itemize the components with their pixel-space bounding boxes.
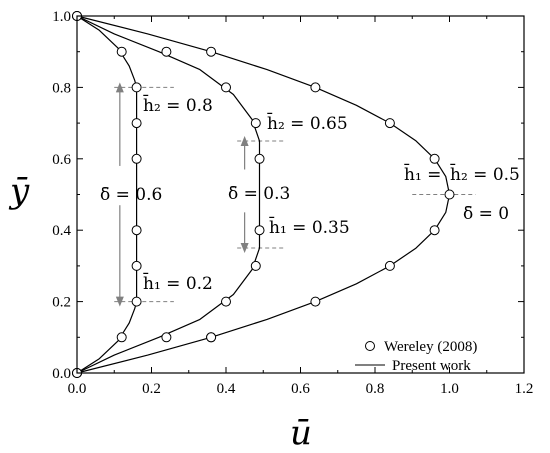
x-tick-label: 0.8 (366, 381, 385, 397)
y-axis-title: ȳ (8, 171, 30, 211)
series-marker-3 (310, 296, 321, 307)
series-marker-3 (429, 225, 440, 236)
y-tick-label: 0.0 (52, 366, 71, 382)
series-marker-3 (444, 189, 455, 200)
x-axis-title: ū (290, 413, 312, 453)
annotation-h1-0.2: h̄₁ = 0.2 (143, 271, 213, 294)
series-marker-2 (254, 225, 265, 236)
series-marker-3 (206, 46, 217, 57)
series-marker-1 (116, 332, 127, 343)
series-marker-3 (384, 260, 395, 271)
x-tick-label: 1.2 (515, 381, 534, 397)
annotation-delta-0: δ̄ = 0 (463, 204, 509, 224)
series-marker-3 (429, 153, 440, 164)
series-marker-3 (206, 332, 217, 343)
annotation-h1-0.35: h̄₁ = 0.35 (269, 215, 350, 238)
x-tick-label: 1.0 (440, 381, 459, 397)
series-marker-2 (250, 118, 261, 129)
series-marker-2 (250, 260, 261, 271)
y-axis-ticks: 0.0 0.2 0.4 0.6 0.8 1.0 (52, 9, 524, 382)
y-tick-label: 0.6 (52, 152, 71, 168)
y-tick-label: 0.8 (52, 80, 71, 96)
annotation-h2-0.5: h̄₂ = 0.5 (450, 162, 520, 185)
series-marker-2 (254, 153, 265, 164)
series-marker-1 (131, 296, 142, 307)
series-line-1 (76, 15, 138, 374)
legend-marker-icon (365, 341, 375, 351)
annotation-h1-0.5: h̄₁ = (404, 162, 441, 185)
series-marker-1 (131, 118, 142, 129)
series-marker-1 (131, 82, 142, 93)
x-tick-label: 0.6 (291, 381, 310, 397)
y-tick-label: 0.2 (52, 295, 71, 311)
legend-markers-label: Wereley (2008) (384, 339, 477, 355)
annotation-h2-0.8: h̄₂ = 0.8 (143, 93, 213, 116)
series-marker-2 (221, 82, 231, 93)
legend: Wereley (2008) Present work (355, 339, 477, 374)
y-tick-label: 0.4 (52, 223, 71, 239)
x-tick-label: 0.0 (68, 381, 87, 397)
annotation-delta-0.3: δ̄ = 0.3 (228, 184, 290, 204)
x-tick-label: 0.2 (142, 381, 161, 397)
legend-line-label: Present work (392, 358, 471, 374)
series-marker-2 (161, 332, 172, 343)
series-marker-1 (131, 153, 142, 164)
series-marker-3 (310, 82, 321, 93)
annotation-h2-0.65: h̄₂ = 0.65 (267, 111, 348, 134)
series-marker-1 (116, 46, 127, 57)
series-marker-2 (161, 46, 172, 57)
x-axis-ticks: 0.0 0.2 0.4 0.6 0.8 1.0 1.2 (68, 16, 534, 397)
annotation-delta-0.6: δ̄ = 0.6 (100, 185, 162, 205)
series-marker-2 (221, 296, 231, 307)
series-marker-3 (384, 118, 395, 129)
series-marker-1 (131, 260, 142, 271)
x-tick-label: 0.4 (217, 381, 236, 397)
guide-lines (114, 82, 476, 307)
y-tick-label: 1.0 (52, 9, 71, 25)
series-marker-1 (131, 225, 142, 236)
